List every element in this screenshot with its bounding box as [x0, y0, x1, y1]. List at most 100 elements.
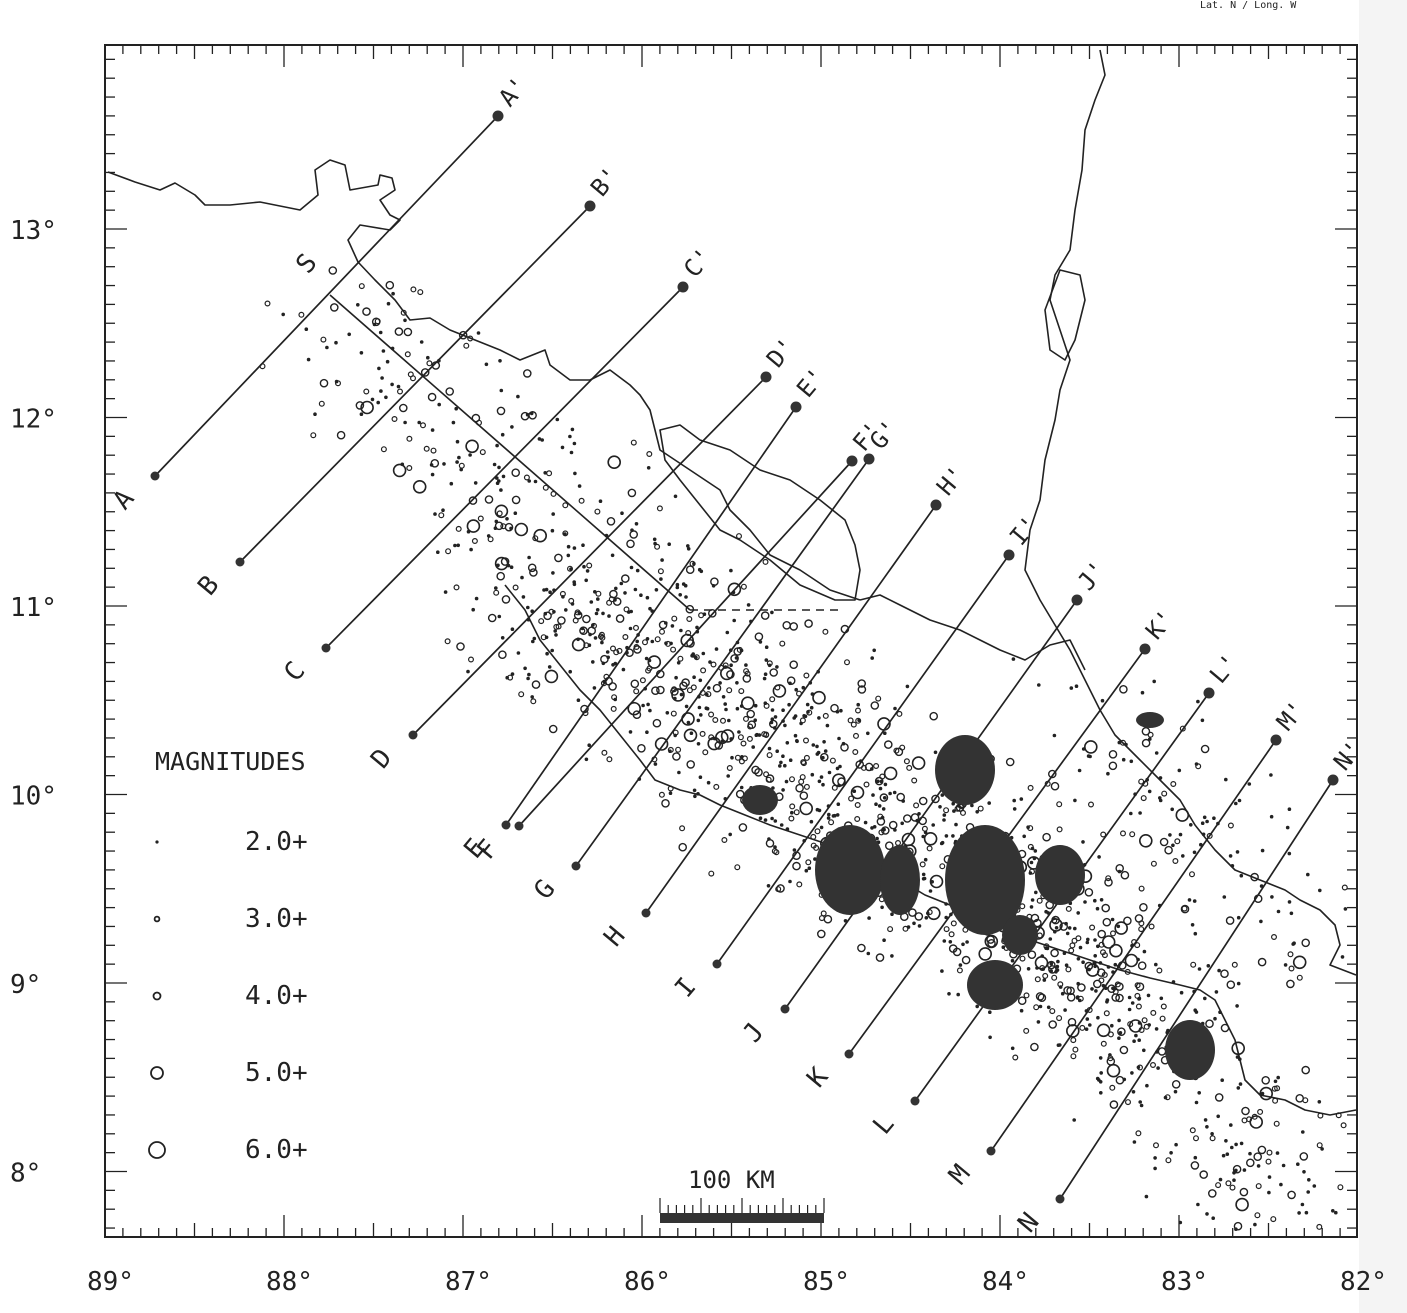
lat-label: 11° [10, 593, 57, 623]
epicenter [458, 462, 465, 469]
epicenter [518, 691, 525, 698]
epicenter [1133, 792, 1137, 796]
epicenter [1260, 1091, 1265, 1096]
epicenter [1296, 974, 1303, 981]
epicenter [679, 825, 686, 832]
epicenter [1239, 873, 1244, 878]
epicenter [607, 614, 611, 618]
epicenter [1100, 1040, 1107, 1047]
epicenter [665, 711, 670, 715]
epicenter [1068, 947, 1075, 954]
epicenter [779, 760, 783, 765]
epicenter [827, 812, 831, 817]
epicenter [453, 584, 460, 591]
epicenter [643, 686, 647, 691]
epicenter [737, 734, 744, 741]
epicenter [951, 801, 955, 806]
epicenter [523, 474, 530, 481]
epicenter [609, 645, 616, 652]
epicenter [510, 627, 515, 631]
epicenter [621, 574, 630, 583]
epicenter [799, 774, 806, 781]
epicenter [1035, 966, 1039, 970]
epicenter [1196, 1202, 1200, 1207]
epicenter [1073, 926, 1077, 931]
epicenter [355, 401, 365, 410]
lake-nicaragua [659, 424, 861, 601]
epicenter [1119, 1045, 1129, 1055]
cluster-8 [742, 785, 778, 815]
epicenter [1105, 875, 1112, 882]
epicenter [732, 618, 736, 623]
epicenter [1138, 1100, 1142, 1104]
epicenter [1257, 1145, 1267, 1155]
epicenter [445, 387, 455, 396]
cluster-7 [1002, 915, 1038, 955]
epicenter [509, 565, 514, 569]
epicenter [583, 642, 590, 649]
epicenter [526, 676, 530, 681]
epicenter [800, 760, 807, 767]
epicenter [1232, 1178, 1236, 1182]
epicenter [954, 822, 958, 827]
epicenter [1266, 1149, 1273, 1156]
section-end-point [492, 110, 504, 122]
epicenter [686, 547, 691, 551]
epicenter [809, 819, 814, 824]
epicenter [850, 785, 865, 800]
epicenter [1140, 690, 1145, 695]
epicenter [1231, 1041, 1245, 1056]
scale-bar-body [660, 1213, 824, 1223]
epicenter [1128, 1019, 1143, 1033]
epicenter [1010, 1046, 1015, 1051]
section-end-label: J' [1072, 556, 1112, 596]
epicenter [627, 488, 637, 498]
epicenter [801, 685, 806, 690]
epicenter [651, 686, 660, 696]
epicenter [392, 463, 407, 478]
epicenter [1139, 833, 1153, 848]
epicenter [1095, 1076, 1100, 1081]
epicenter [1049, 1008, 1056, 1015]
epicenter [1067, 1017, 1077, 1027]
epicenter [385, 280, 395, 290]
epicenter [626, 539, 635, 549]
epicenter [431, 361, 441, 370]
epicenter [1178, 832, 1183, 837]
epicenter [738, 688, 745, 695]
epicenter [1138, 920, 1145, 927]
epicenter [776, 884, 785, 893]
epicenter [746, 735, 753, 742]
epicenter [548, 590, 552, 594]
epicenter [975, 810, 979, 814]
epicenter [661, 799, 670, 808]
epicenter [610, 553, 615, 558]
epicenter [885, 841, 894, 851]
epicenter [1168, 833, 1172, 837]
epicenter [826, 804, 831, 808]
epicenter [1232, 1164, 1242, 1174]
epicenter [1246, 1158, 1255, 1168]
epicenter [474, 596, 479, 601]
epicenter [763, 771, 770, 778]
epicenter [1171, 1080, 1181, 1089]
section-end-label: C' [678, 243, 718, 283]
section-end-point [1270, 734, 1282, 746]
lon-label: 86° [624, 1267, 671, 1297]
epicenter [1038, 1004, 1043, 1009]
epicenter [773, 819, 778, 823]
epicenter [437, 402, 442, 407]
epicenter [1138, 885, 1145, 892]
epicenter [723, 702, 727, 706]
section-line [575, 458, 870, 867]
epicenter [684, 704, 689, 709]
epicenter [789, 803, 796, 810]
epicenter [1287, 951, 1294, 958]
epicenter [562, 502, 569, 509]
epicenter [1142, 949, 1147, 954]
epicenter [956, 967, 963, 974]
legend-symbol [155, 840, 159, 844]
epicenter [1147, 1023, 1151, 1027]
section-end-point [1003, 549, 1015, 561]
epicenter [1271, 1085, 1278, 1092]
